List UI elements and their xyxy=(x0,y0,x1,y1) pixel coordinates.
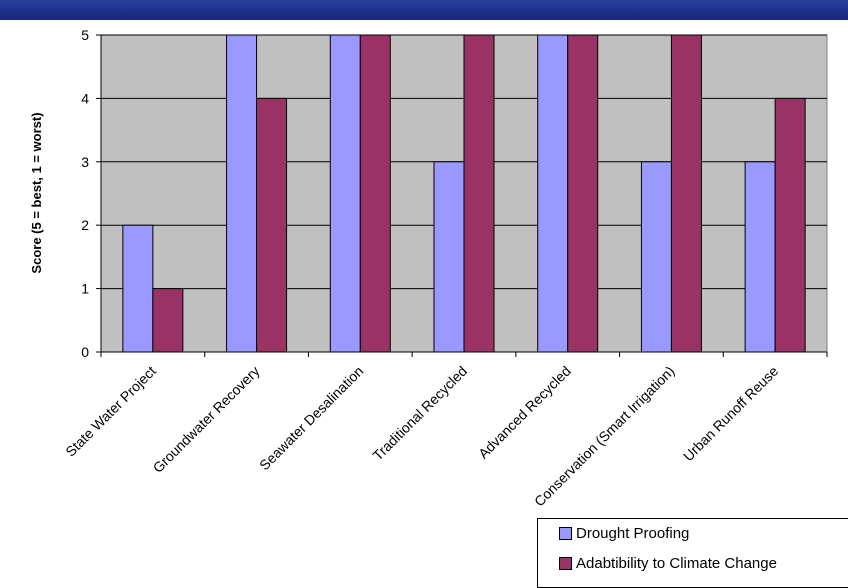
x-tick-label: Advanced Recycled xyxy=(475,363,574,462)
x-tick-label: Urban Runoff Reuse xyxy=(680,363,782,465)
top-banner xyxy=(0,0,848,20)
bars xyxy=(122,34,806,353)
bar-drought-proofing-urban-runoff-reuse xyxy=(744,161,776,353)
bar-drought-proofing-groundwater-recovery xyxy=(226,34,258,353)
legend: Drought Proofing Adabtibility to Climate… xyxy=(537,518,848,588)
bar-adabtibility-to-climate-change-seawater-desalination xyxy=(359,34,391,353)
legend-item-drought-proofing: Drought Proofing xyxy=(559,523,689,543)
bar-adabtibility-to-climate-change-urban-runoff-reuse xyxy=(774,97,806,353)
legend-swatch-climate-change xyxy=(559,556,572,570)
x-tick-label: Seawater Desalination xyxy=(256,363,366,473)
legend-swatch-drought-proofing xyxy=(559,526,572,540)
bar-drought-proofing-advanced-recycled xyxy=(537,34,569,353)
legend-label-drought-proofing: Drought Proofing xyxy=(576,524,690,542)
y-tick-label: 2 xyxy=(81,217,89,233)
bar-adabtibility-to-climate-change-traditional-recycled xyxy=(463,34,495,353)
legend-label-climate-change: Adabtibility to Climate Change xyxy=(576,554,777,572)
bar-drought-proofing-state-water-project xyxy=(122,224,154,353)
bar-adabtibility-to-climate-change-state-water-project xyxy=(152,288,184,353)
bar-drought-proofing-seawater-desalination xyxy=(329,34,361,353)
y-tick-label: 4 xyxy=(81,90,89,106)
y-tick-labels: 0 1 2 3 4 5 xyxy=(81,27,89,360)
legend-item-climate-change: Adabtibility to Climate Change xyxy=(559,553,777,573)
x-tick-label: Groundwater Recovery xyxy=(150,363,263,476)
bar-adabtibility-to-climate-change-groundwater-recovery xyxy=(256,97,288,353)
x-tick-label: State Water Project xyxy=(62,363,159,460)
bar-adabtibility-to-climate-change-advanced-recycled xyxy=(567,34,599,353)
y-axis-title: Score (5 = best, 1 = worst) xyxy=(29,112,44,273)
y-tick-label: 1 xyxy=(81,281,89,297)
y-tick-label: 5 xyxy=(81,27,89,43)
y-tick-label: 3 xyxy=(81,154,89,170)
bar-drought-proofing-traditional-recycled xyxy=(433,161,465,353)
axis-ticks xyxy=(96,34,828,357)
bar-drought-proofing-conservation-smart-irrigation xyxy=(640,161,672,353)
x-tick-label: Traditional Recycled xyxy=(369,363,470,464)
y-tick-label: 0 xyxy=(81,344,89,360)
bar-adabtibility-to-climate-change-conservation-smart-irrigation xyxy=(670,34,702,353)
